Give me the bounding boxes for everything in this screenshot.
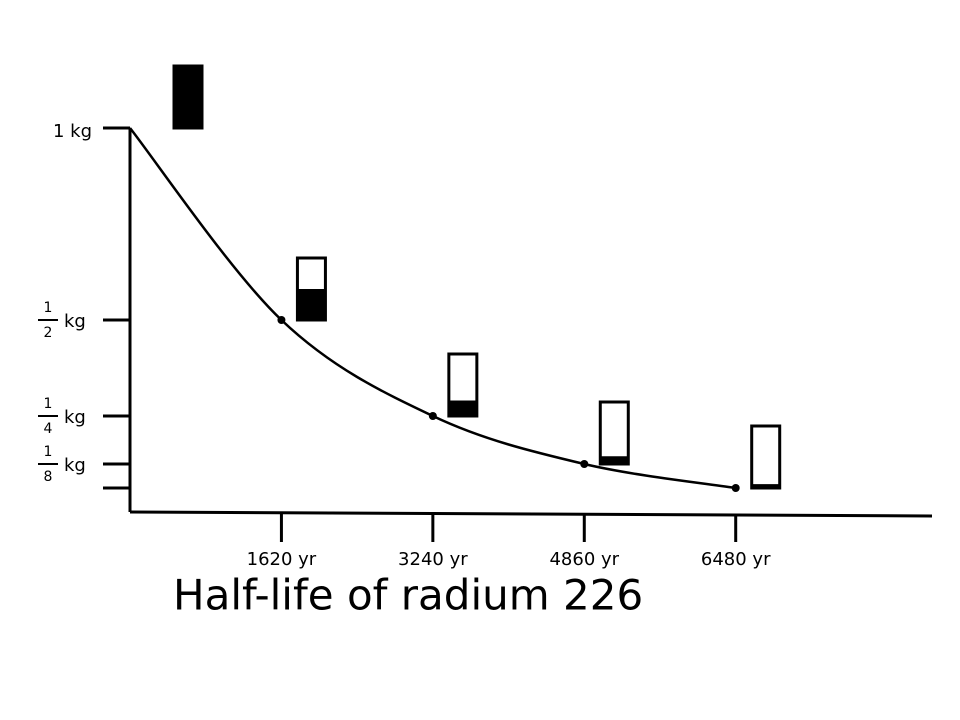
x-tick-label: 4860 yr [549,549,619,570]
y-tick-unit: kg [64,455,86,476]
y-tick-denominator: 4 [44,421,53,437]
x-tick-label: 6480 yr [701,549,771,570]
y-tick-denominator: 8 [44,469,53,485]
y-tick-label: 1 kg [53,121,92,142]
x-axis [129,510,933,518]
data-point [580,460,589,468]
y-tick-unit: kg [64,311,86,332]
decay-curve [129,127,736,490]
remaining-mass [751,484,780,488]
y-tick-numerator: 1 [44,444,53,460]
container [750,424,782,490]
y-tick-denominator: 2 [44,325,53,341]
remaining-mass [600,456,629,464]
data-point [731,484,740,492]
remaining-mass [448,400,477,416]
chart-title: Half-life of radium 226 [173,571,643,620]
x-tick-label: 1620 yr [247,549,317,570]
container [598,400,630,466]
y-tick-numerator: 1 [44,396,53,412]
remaining-mass [174,66,202,128]
y-tick-unit: kg [64,407,86,428]
data-point [428,412,437,420]
x-tick-label: 3240 yr [398,549,468,570]
data-point [277,316,286,324]
remaining-mass [297,289,326,320]
y-tick-numerator: 1 [44,300,53,316]
